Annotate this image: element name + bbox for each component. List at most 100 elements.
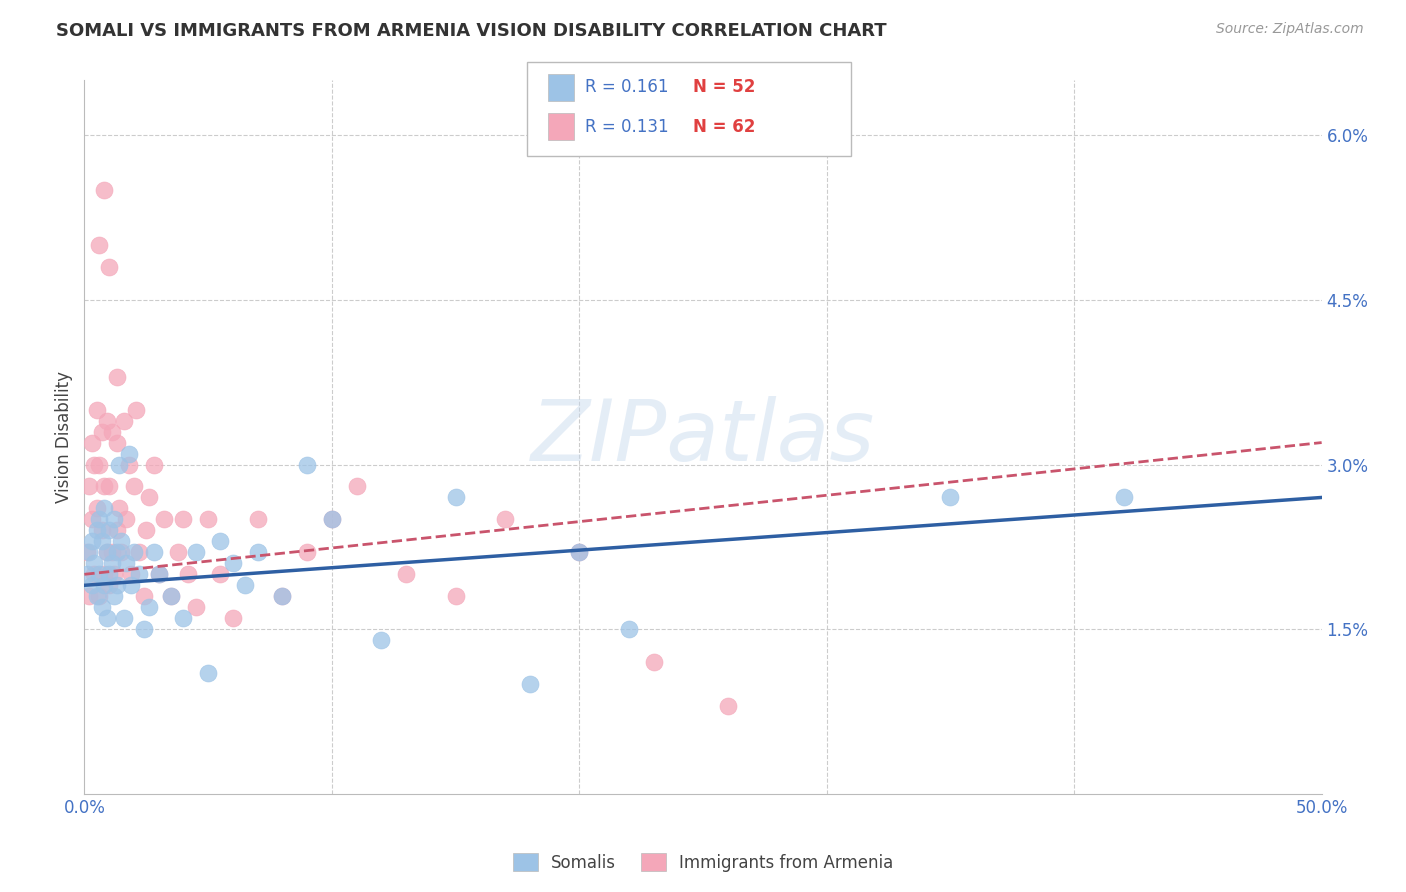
Point xyxy=(246,512,269,526)
Point xyxy=(125,402,148,417)
Point xyxy=(233,578,256,592)
Point xyxy=(122,545,145,559)
Point xyxy=(80,534,103,549)
Point xyxy=(105,578,128,592)
Point xyxy=(103,589,125,603)
Point xyxy=(122,479,145,493)
Point xyxy=(103,567,125,582)
Point xyxy=(89,512,111,526)
Point xyxy=(89,458,111,472)
Point xyxy=(617,622,640,636)
Point xyxy=(93,501,115,516)
Point xyxy=(370,633,392,648)
Point xyxy=(148,567,170,582)
Point xyxy=(271,589,294,603)
Point xyxy=(132,622,155,636)
Point xyxy=(76,567,98,582)
Point xyxy=(172,611,194,625)
Point xyxy=(80,435,103,450)
Point xyxy=(395,567,418,582)
Point xyxy=(98,479,121,493)
Point xyxy=(79,589,101,603)
Point xyxy=(142,545,165,559)
Point xyxy=(93,479,115,493)
Point xyxy=(120,567,142,582)
Point xyxy=(172,512,194,526)
Point xyxy=(152,512,174,526)
Point xyxy=(148,567,170,582)
Point xyxy=(89,589,111,603)
Point xyxy=(444,589,467,603)
Point xyxy=(160,589,183,603)
Point xyxy=(80,512,103,526)
Point xyxy=(93,578,115,592)
Text: SOMALI VS IMMIGRANTS FROM ARMENIA VISION DISABILITY CORRELATION CHART: SOMALI VS IMMIGRANTS FROM ARMENIA VISION… xyxy=(56,22,887,40)
Point xyxy=(98,578,121,592)
Point xyxy=(160,589,183,603)
Point xyxy=(86,589,108,603)
Point xyxy=(120,578,142,592)
Point xyxy=(209,534,232,549)
Point xyxy=(177,567,200,582)
Point xyxy=(321,512,343,526)
Point xyxy=(494,512,516,526)
Point xyxy=(209,567,232,582)
Point xyxy=(93,567,115,582)
Point xyxy=(103,512,125,526)
Point xyxy=(83,567,105,582)
Point xyxy=(321,512,343,526)
Point xyxy=(105,545,128,559)
Point xyxy=(246,545,269,559)
Point xyxy=(135,524,157,538)
Point xyxy=(138,600,160,615)
Point xyxy=(100,425,122,439)
Point xyxy=(79,479,101,493)
Point xyxy=(112,611,135,625)
Point xyxy=(108,458,131,472)
Point xyxy=(79,545,101,559)
Point xyxy=(132,589,155,603)
Point xyxy=(128,545,150,559)
Point xyxy=(197,512,219,526)
Point xyxy=(96,545,118,559)
Point xyxy=(138,491,160,505)
Point xyxy=(100,557,122,571)
Point xyxy=(197,666,219,681)
Text: Source: ZipAtlas.com: Source: ZipAtlas.com xyxy=(1216,22,1364,37)
Point xyxy=(112,414,135,428)
Point xyxy=(184,545,207,559)
Point xyxy=(110,534,132,549)
Point xyxy=(444,491,467,505)
Point xyxy=(115,557,138,571)
Point xyxy=(96,611,118,625)
Point xyxy=(105,369,128,384)
Point xyxy=(568,545,591,559)
Point xyxy=(90,534,112,549)
Text: R = 0.131: R = 0.131 xyxy=(585,118,668,136)
Point xyxy=(90,524,112,538)
Point xyxy=(89,238,111,252)
Text: ZIPatlas: ZIPatlas xyxy=(531,395,875,479)
Point xyxy=(222,611,245,625)
Point xyxy=(90,600,112,615)
Point xyxy=(184,600,207,615)
Point xyxy=(90,425,112,439)
Point xyxy=(222,557,245,571)
Point xyxy=(568,545,591,559)
Point xyxy=(271,589,294,603)
Point xyxy=(939,491,962,505)
Point xyxy=(118,458,141,472)
Point xyxy=(118,446,141,460)
Point xyxy=(295,545,318,559)
Point xyxy=(346,479,368,493)
Point xyxy=(98,524,121,538)
Point xyxy=(86,501,108,516)
Point xyxy=(167,545,190,559)
Point xyxy=(105,435,128,450)
Legend: Somalis, Immigrants from Armenia: Somalis, Immigrants from Armenia xyxy=(506,847,900,879)
Point xyxy=(295,458,318,472)
Point xyxy=(115,512,138,526)
Point xyxy=(93,183,115,197)
Point xyxy=(96,414,118,428)
Point xyxy=(142,458,165,472)
